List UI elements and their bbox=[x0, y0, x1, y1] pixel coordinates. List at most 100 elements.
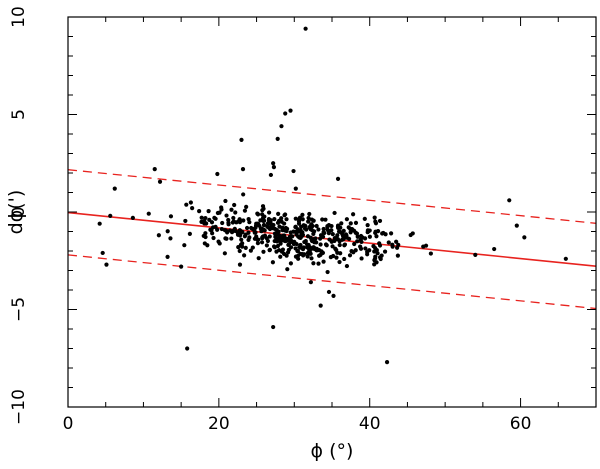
data-point bbox=[283, 212, 288, 217]
data-point bbox=[216, 239, 221, 244]
data-point bbox=[336, 229, 342, 234]
plot-frame bbox=[67, 16, 597, 408]
data-point bbox=[203, 234, 208, 240]
data-point bbox=[206, 209, 211, 214]
data-point bbox=[286, 242, 291, 248]
data-point bbox=[309, 256, 314, 261]
data-point bbox=[312, 246, 317, 252]
data-point bbox=[300, 233, 305, 238]
data-point bbox=[338, 251, 343, 256]
data-point bbox=[318, 252, 323, 257]
data-point bbox=[239, 137, 244, 142]
data-point bbox=[347, 253, 353, 258]
data-point bbox=[264, 243, 269, 248]
data-point bbox=[270, 260, 275, 265]
data-point bbox=[338, 225, 343, 230]
data-point bbox=[254, 221, 259, 226]
data-point bbox=[379, 253, 384, 258]
data-point bbox=[321, 230, 326, 235]
data-point bbox=[278, 254, 283, 259]
data-point bbox=[309, 217, 315, 222]
data-point bbox=[274, 239, 280, 244]
y-tick-label: 5 bbox=[9, 109, 29, 120]
data-point bbox=[245, 225, 250, 231]
data-point bbox=[276, 211, 281, 216]
data-point bbox=[300, 212, 305, 217]
data-point bbox=[374, 260, 379, 265]
data-point bbox=[224, 213, 229, 218]
data-point bbox=[184, 202, 189, 207]
data-point bbox=[187, 231, 192, 236]
data-point bbox=[335, 176, 341, 181]
data-point bbox=[355, 239, 360, 244]
data-point bbox=[308, 235, 313, 240]
data-point bbox=[329, 228, 334, 233]
data-point bbox=[353, 248, 358, 253]
data-point bbox=[316, 227, 321, 232]
data-point bbox=[303, 26, 308, 31]
data-point bbox=[296, 234, 301, 239]
data-point bbox=[168, 214, 174, 219]
data-point bbox=[428, 251, 433, 256]
data-point bbox=[97, 221, 102, 226]
data-point bbox=[152, 167, 157, 172]
data-point bbox=[249, 225, 254, 231]
data-point bbox=[296, 256, 301, 261]
data-point bbox=[377, 241, 382, 246]
data-point bbox=[395, 253, 400, 258]
data-point bbox=[271, 165, 277, 170]
data-point bbox=[271, 324, 276, 330]
data-point bbox=[298, 245, 303, 250]
data-point bbox=[337, 239, 342, 244]
data-point bbox=[243, 245, 248, 251]
data-point bbox=[303, 239, 308, 244]
y-tick-label: −10 bbox=[9, 389, 29, 425]
data-point bbox=[241, 192, 246, 197]
data-point bbox=[389, 231, 394, 236]
data-point bbox=[233, 210, 238, 215]
data-point bbox=[377, 218, 383, 224]
data-point bbox=[242, 234, 247, 239]
data-point bbox=[331, 253, 336, 259]
data-point bbox=[360, 235, 365, 240]
data-point bbox=[260, 208, 265, 213]
data-point bbox=[514, 223, 519, 228]
data-point bbox=[342, 256, 347, 262]
data-point bbox=[308, 280, 313, 285]
data-point bbox=[344, 217, 349, 222]
data-point bbox=[215, 171, 220, 177]
data-point bbox=[146, 211, 151, 216]
y-tick-label: −5 bbox=[9, 297, 29, 322]
data-point bbox=[219, 207, 224, 212]
data-point bbox=[307, 249, 312, 254]
data-point bbox=[293, 186, 298, 191]
data-point bbox=[282, 221, 287, 226]
data-point bbox=[261, 249, 266, 254]
data-point bbox=[307, 211, 312, 217]
data-point bbox=[275, 232, 280, 237]
data-point bbox=[259, 240, 265, 245]
data-point bbox=[130, 215, 135, 220]
data-point bbox=[359, 256, 364, 261]
data-point bbox=[270, 225, 275, 231]
data-point bbox=[222, 251, 227, 256]
data-point bbox=[288, 108, 293, 113]
data-point bbox=[232, 202, 237, 208]
data-point bbox=[236, 245, 241, 250]
data-point bbox=[341, 228, 346, 233]
data-point bbox=[346, 236, 352, 241]
data-point bbox=[348, 221, 353, 226]
data-point bbox=[231, 228, 236, 233]
data-point bbox=[255, 211, 260, 216]
data-point bbox=[326, 231, 331, 236]
data-point bbox=[179, 264, 184, 269]
reference-lines bbox=[68, 169, 596, 310]
data-point bbox=[374, 234, 379, 239]
x-tick-label: 60 bbox=[510, 414, 532, 434]
data-point bbox=[293, 216, 298, 221]
data-point bbox=[348, 230, 353, 235]
data-point bbox=[183, 218, 188, 224]
data-point bbox=[256, 256, 261, 261]
data-point bbox=[473, 252, 478, 257]
data-point bbox=[240, 244, 245, 249]
